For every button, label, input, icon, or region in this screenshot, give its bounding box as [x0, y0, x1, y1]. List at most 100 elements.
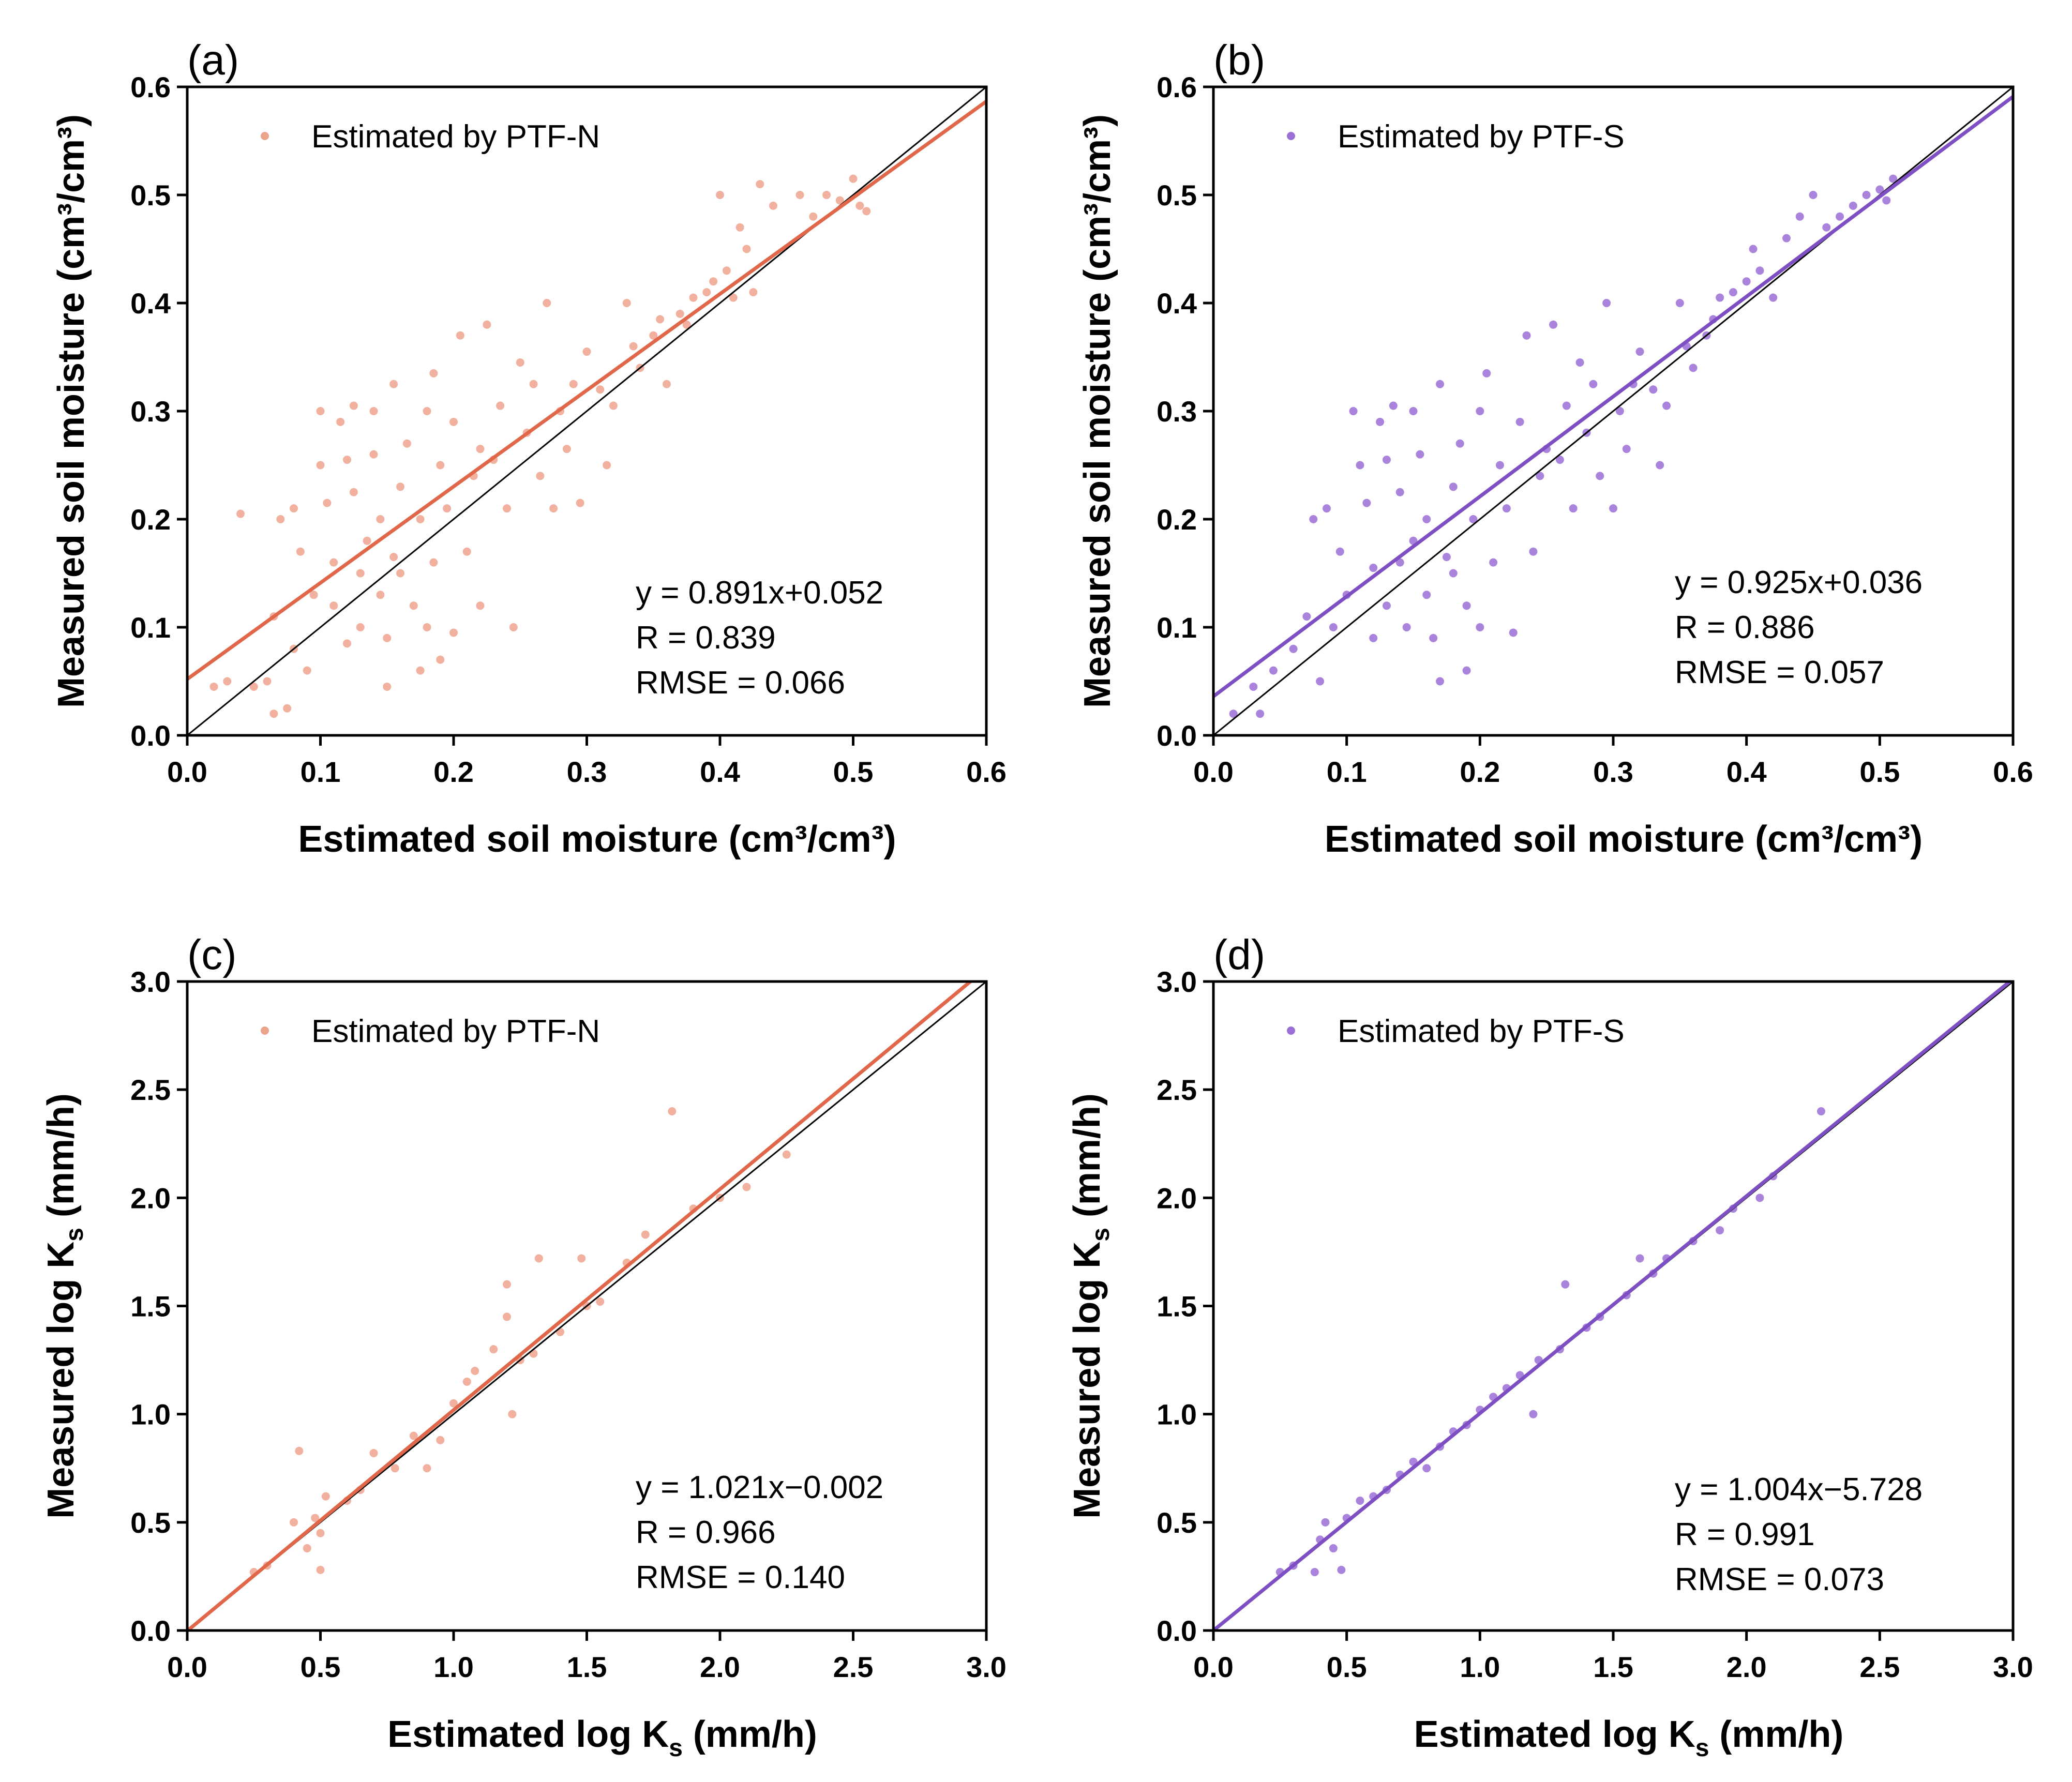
y-tick-label: 2.0: [1157, 1182, 1197, 1214]
data-point: [316, 407, 325, 415]
x-axis-title-unit: (mm/h): [683, 1714, 817, 1755]
data-point: [1782, 234, 1791, 243]
legend-label: Estimated by PTF-N: [311, 119, 600, 155]
data-point: [503, 504, 511, 513]
y-tick-label: 0.5: [1157, 179, 1197, 212]
data-point: [296, 547, 305, 556]
x-tick-label: 0.5: [301, 1651, 341, 1683]
y-axis-title-main: Measured log K: [40, 1242, 82, 1519]
data-point: [283, 704, 292, 713]
data-point: [276, 515, 285, 523]
data-point: [1395, 558, 1404, 567]
y-tick-label: 0.1: [1157, 611, 1197, 644]
y-axis-title: Measured soil moisture (cm³/cm³): [1077, 114, 1118, 708]
x-axis-title-unit: (mm/h): [1709, 1714, 1843, 1755]
data-point: [402, 439, 411, 448]
data-point: [1515, 417, 1524, 426]
data-point: [862, 207, 871, 216]
data-point: [1562, 401, 1571, 410]
data-point: [1622, 445, 1631, 454]
plot-area: [187, 87, 986, 735]
data-point: [1422, 1464, 1431, 1473]
data-point: [582, 348, 591, 356]
data-point: [1561, 1280, 1570, 1289]
data-point: [416, 666, 425, 675]
x-tick-label: 1.5: [567, 1651, 607, 1683]
data-point: [722, 266, 731, 275]
panel-label: (c): [187, 931, 237, 978]
legend-label: Estimated by PTF-N: [311, 1014, 600, 1049]
y-tick-label: 2.5: [130, 1074, 171, 1106]
data-point: [396, 482, 404, 491]
data-point: [1575, 358, 1584, 367]
data-point: [1729, 288, 1737, 297]
y-axis-title-sub: s: [61, 1228, 88, 1242]
data-point: [503, 1312, 511, 1321]
data-point: [462, 547, 471, 556]
data-point: [1755, 1194, 1764, 1202]
data-point: [1256, 709, 1265, 718]
data-point: [1269, 666, 1278, 675]
data-point: [363, 536, 371, 545]
data-point: [383, 633, 392, 642]
r-value: R = 0.886: [1675, 610, 1815, 645]
data-point: [356, 569, 365, 578]
r-value: R = 0.839: [636, 620, 776, 656]
data-point: [409, 601, 418, 610]
data-point: [729, 293, 738, 302]
data-point: [1635, 348, 1644, 356]
x-tick-label: 0.4: [700, 756, 740, 788]
data-point: [1356, 461, 1364, 470]
data-point: [576, 499, 584, 507]
data-point: [409, 1431, 418, 1440]
data-point: [1422, 591, 1431, 599]
x-tick-label: 0.6: [966, 756, 1007, 788]
x-tick-label: 3.0: [966, 1651, 1007, 1683]
data-point: [489, 1345, 498, 1354]
data-point: [1229, 709, 1238, 718]
data-point: [369, 407, 378, 415]
data-point: [1522, 331, 1531, 340]
data-point: [543, 299, 551, 307]
rmse-value: RMSE = 0.073: [1675, 1562, 1884, 1597]
x-tick-label: 2.5: [833, 1651, 874, 1683]
data-point: [1862, 191, 1871, 199]
panel-label: (b): [1213, 37, 1265, 84]
data-point: [449, 628, 458, 637]
data-point: [569, 380, 578, 388]
data-point: [423, 1464, 431, 1473]
data-point: [343, 639, 351, 648]
data-point: [1635, 1254, 1644, 1263]
x-axis-title-main: Estimated log K: [1414, 1714, 1695, 1755]
data-point: [1369, 633, 1378, 642]
data-point: [1609, 504, 1617, 513]
x-tick-label: 0.4: [1726, 756, 1767, 788]
y-tick-label: 0.0: [1157, 1614, 1197, 1647]
x-tick-label: 0.1: [1327, 756, 1367, 788]
data-point: [1482, 369, 1491, 377]
panel-label: (a): [187, 37, 239, 84]
data-point: [349, 488, 358, 496]
data-point: [709, 277, 718, 286]
x-tick-label: 0.5: [1327, 1651, 1367, 1683]
x-axis-title: Estimated soil moisture (cm³/cm³): [298, 819, 896, 860]
data-point: [1402, 623, 1411, 631]
data-point: [702, 288, 711, 297]
data-point: [1323, 504, 1331, 513]
data-point: [549, 504, 558, 513]
x-tick-label: 0.6: [1993, 756, 2033, 788]
panel-a: 0.0 0.1 0.2 0.3 0.4 0.5 0.6 0.0 0.1 0.2 0.3 0.4 0.5 0…: [51, 37, 1007, 860]
y-tick-label: 0.0: [130, 719, 171, 752]
data-point: [316, 1565, 325, 1574]
y-tick-label: 0.5: [1157, 1506, 1197, 1539]
legend-marker: [261, 132, 269, 140]
x-tick-label: 0.0: [167, 1651, 207, 1683]
data-point: [1649, 385, 1658, 394]
data-point: [1389, 401, 1398, 410]
data-point: [316, 1529, 325, 1537]
data-point: [735, 223, 744, 232]
fit-equation: y = 0.891x+0.052: [636, 575, 883, 611]
y-tick-label: 0.2: [1157, 503, 1197, 536]
data-point: [1316, 677, 1325, 686]
data-point: [309, 591, 318, 599]
